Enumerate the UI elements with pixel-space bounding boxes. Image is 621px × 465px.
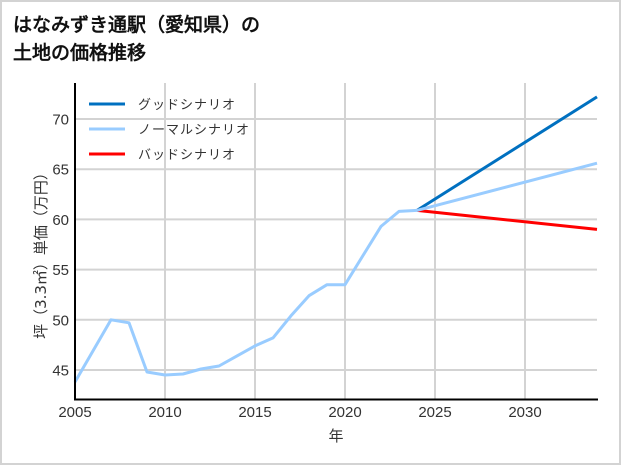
series-normal-line: [73, 161, 598, 383]
x-tick-label: 2025: [418, 404, 451, 421]
x-axis-ticks: 2005 2010 2015 2020 2025 2030: [58, 404, 541, 421]
legend-label-good: グッドシナリオ: [138, 98, 236, 113]
legend-label-bad: バッドシナリオ: [138, 148, 236, 163]
y-tick-label: 45: [52, 363, 69, 380]
x-axis-label: 年: [328, 427, 343, 445]
y-axis-ticks: 45 50 55 60 65 70: [52, 112, 69, 380]
legend: グッドシナリオ ノーマルシナリオ バッドシナリオ: [89, 98, 250, 163]
chart-title: はなみずき通駅（愛知県）の 土地の価格推移: [13, 11, 260, 67]
y-tick-label: 65: [52, 162, 69, 179]
series-bad-line: [416, 208, 598, 231]
x-tick-label: 2020: [328, 404, 361, 421]
legend-label-normal: ノーマルシナリオ: [138, 123, 250, 138]
y-tick-label: 70: [52, 112, 69, 129]
series-lines: [73, 95, 598, 383]
x-tick-label: 2015: [238, 404, 271, 421]
legend-item-good: グッドシナリオ: [89, 98, 236, 113]
x-tick-label: 2030: [508, 404, 541, 421]
chart-title-line-1: はなみずき通駅（愛知県）の: [13, 14, 261, 36]
chart-title-line-2: 土地の価格推移: [13, 42, 147, 64]
legend-item-normal: ノーマルシナリオ: [89, 123, 250, 138]
y-tick-label: 60: [52, 212, 69, 229]
y-tick-label: 55: [52, 262, 69, 279]
x-tick-label: 2010: [148, 404, 181, 421]
x-tick-label: 2005: [58, 404, 91, 421]
y-tick-label: 50: [52, 312, 69, 329]
series-good-line: [416, 95, 598, 212]
legend-item-bad: バッドシナリオ: [89, 148, 236, 163]
y-axis-label: 坪（3.3㎡）単価（万円）: [32, 165, 50, 339]
